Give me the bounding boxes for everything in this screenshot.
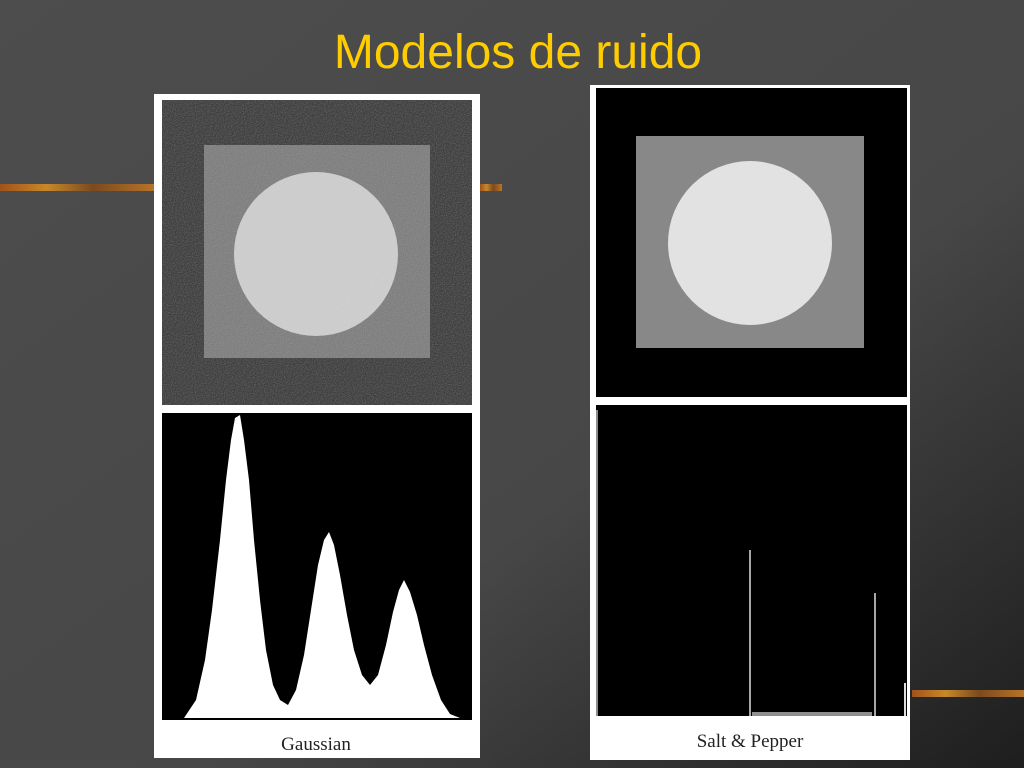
histogram-shape xyxy=(184,415,460,718)
histogram-background xyxy=(596,405,907,716)
caption: Gaussian xyxy=(281,734,351,755)
gaussian-panel: Gaussian xyxy=(154,94,480,758)
slide-title: Modelos de ruido xyxy=(334,26,702,79)
image-noise xyxy=(162,100,472,405)
decor-strip xyxy=(480,184,502,191)
salt-pepper-panel: Salt & Pepper xyxy=(590,85,910,760)
caption: Salt & Pepper xyxy=(697,731,804,752)
pepper-noise xyxy=(596,88,907,397)
histogram-baseline xyxy=(752,712,872,716)
decor-strip xyxy=(0,184,155,191)
decor-strip xyxy=(912,690,1024,697)
